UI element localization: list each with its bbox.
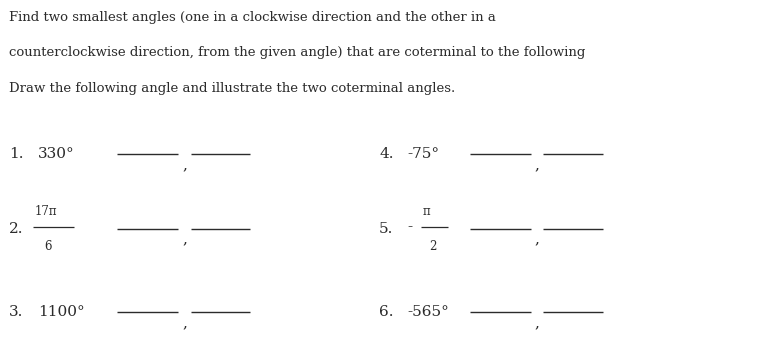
Text: 1100°: 1100°	[38, 305, 85, 320]
Text: ,: ,	[534, 233, 540, 246]
Text: 1.: 1.	[9, 147, 23, 162]
Text: 2.: 2.	[9, 222, 23, 236]
Text: ,: ,	[182, 158, 187, 172]
Text: -75°: -75°	[408, 147, 440, 162]
Text: ,: ,	[182, 233, 187, 246]
Text: π: π	[423, 206, 431, 218]
Text: -565°: -565°	[408, 305, 449, 320]
Text: Find two smallest angles (one in a clockwise direction and the other in a: Find two smallest angles (one in a clock…	[9, 11, 496, 24]
Text: ,: ,	[534, 158, 540, 172]
Text: 330°: 330°	[38, 147, 74, 162]
Text: 6: 6	[45, 240, 52, 252]
Text: counterclockwise direction, from the given angle) that are coterminal to the fol: counterclockwise direction, from the giv…	[9, 46, 585, 59]
Text: ,: ,	[534, 316, 540, 330]
Text: 3.: 3.	[9, 305, 23, 320]
Text: 6.: 6.	[379, 305, 393, 320]
Text: Draw the following angle and illustrate the two coterminal angles.: Draw the following angle and illustrate …	[9, 82, 456, 95]
Text: ,: ,	[182, 316, 187, 330]
Text: 5.: 5.	[379, 222, 393, 236]
Text: -: -	[408, 220, 413, 234]
Text: 2: 2	[429, 240, 437, 252]
Text: 17π: 17π	[35, 206, 58, 218]
Text: 4.: 4.	[379, 147, 393, 162]
